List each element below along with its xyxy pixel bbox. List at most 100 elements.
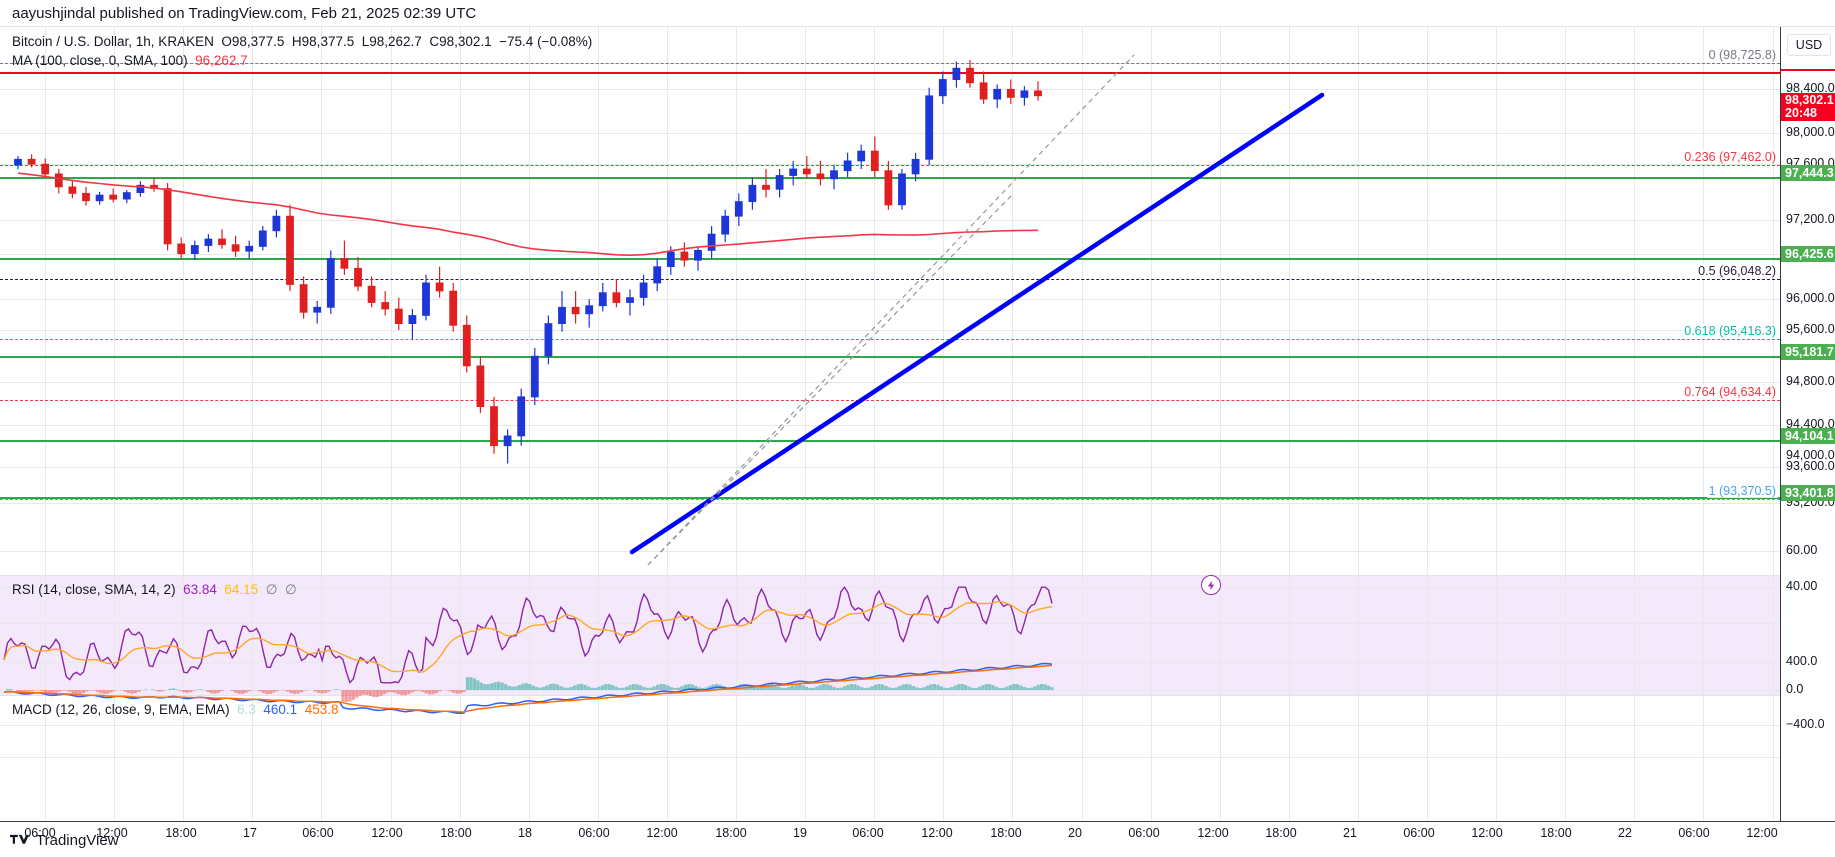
- currency-badge[interactable]: USD: [1787, 34, 1831, 56]
- time-tick-label: 06:00: [24, 826, 56, 840]
- time-tick-label: 12:00: [1471, 826, 1503, 840]
- price-tick-label: 94,400.0: [1786, 417, 1835, 431]
- fib-level-label: 0 (98,725.8): [1706, 48, 1778, 62]
- time-tick-label: 06:00: [1128, 826, 1160, 840]
- published-byline: aayushjindal published on TradingView.co…: [12, 5, 477, 22]
- fib-level-label: 0.5 (96,048.2): [1696, 264, 1778, 278]
- fib-retracement-line: [0, 279, 1780, 280]
- time-tick-label: 06:00: [852, 826, 884, 840]
- bolt-glyph: [1207, 580, 1214, 590]
- grid-line-vertical: [1357, 27, 1359, 822]
- price-tick-label: 96,000.0: [1786, 291, 1835, 305]
- support-resistance-line: [0, 356, 1780, 358]
- last-price-rule: [1781, 69, 1835, 71]
- time-tick-label: 17: [243, 826, 257, 840]
- tradingview-logo[interactable]: TradingView: [10, 832, 119, 849]
- grid-line-vertical: [597, 27, 599, 822]
- time-tick-label: 18:00: [1265, 826, 1297, 840]
- legend-rsi-value: 63.84: [183, 582, 217, 597]
- level-price-badge: 97,444.3: [1781, 165, 1835, 181]
- legend-open: O98,377.5: [221, 34, 285, 49]
- support-resistance-line: [0, 72, 1780, 74]
- time-tick-label: 12:00: [1746, 826, 1778, 840]
- grid-line-vertical: [528, 27, 530, 822]
- legend-rsi-upper-band: ∅: [265, 582, 278, 597]
- time-tick-label: 18:00: [1540, 826, 1572, 840]
- grid-line-horizontal: [0, 551, 1780, 552]
- time-tick-label: 19: [793, 826, 807, 840]
- grid-line-vertical: [1634, 27, 1636, 822]
- support-resistance-line: [0, 440, 1780, 442]
- time-tick-label: 06:00: [1403, 826, 1435, 840]
- grid-line-horizontal: [0, 254, 1780, 255]
- lightning-bolt-icon[interactable]: [1201, 575, 1221, 595]
- grid-line-horizontal: [0, 330, 1780, 331]
- time-tick-label: 21: [1343, 826, 1357, 840]
- fib-retracement-line: [0, 499, 1780, 500]
- legend-macd-line: 460.1: [263, 702, 298, 717]
- grid-line-horizontal: [0, 503, 1780, 504]
- level-price-badge: 95,181.7: [1781, 344, 1835, 360]
- grid-line-vertical: [321, 27, 323, 822]
- macd-pane[interactable]: [0, 695, 1780, 811]
- grid-line-horizontal: [0, 725, 1780, 726]
- grid-line-vertical: [114, 27, 116, 822]
- grid-line-vertical: [183, 27, 185, 822]
- legend-rsi-ma-value: 64.15: [224, 582, 259, 597]
- time-tick-label: 22: [1618, 826, 1632, 840]
- legend-rsi[interactable]: RSI (14, close, SMA, 14, 2) 63.84 64.15 …: [12, 582, 297, 598]
- price-axis[interactable]: USD 98,400.098,000.097,600.097,200.096,8…: [1780, 27, 1835, 822]
- grid-line-horizontal: [0, 690, 1780, 691]
- last-price-badge: 98,302.1 20:48: [1781, 93, 1835, 121]
- grid-line-horizontal: [0, 382, 1780, 383]
- price-tick-label: 95,600.0: [1786, 322, 1835, 336]
- support-resistance-line: [0, 258, 1780, 260]
- legend-symbol[interactable]: Bitcoin / U.S. Dollar, 1h, KRAKEN O98,37…: [12, 34, 592, 49]
- grid-line-horizontal: [0, 467, 1780, 468]
- last-price-value: 98,302.1: [1785, 93, 1834, 107]
- time-tick-label: 18:00: [165, 826, 197, 840]
- rsi-tick-label: 40.00: [1786, 579, 1818, 593]
- macd-tick-label: −400.0: [1786, 717, 1825, 731]
- legend-macd[interactable]: MACD (12, 26, close, 9, EMA, EMA) 6.3 46…: [12, 702, 338, 717]
- time-tick-label: 12:00: [371, 826, 403, 840]
- fib-level-label: 1 (93,370.5): [1706, 484, 1778, 498]
- price-tick-label: 93,600.0: [1786, 459, 1835, 473]
- price-tick-label: 97,200.0: [1786, 212, 1835, 226]
- legend-macd-hist: 6.3: [237, 702, 256, 717]
- legend-change: −75.4 (−0.08%): [499, 34, 593, 49]
- time-tick-label: 18:00: [715, 826, 747, 840]
- time-axis[interactable]: 06:00 12:00 18:00 17 06:00 12:00 18:00 18 06:00 1…: [0, 821, 1835, 845]
- tradingview-logo-icon: [10, 834, 29, 844]
- fib-retracement-line: [0, 339, 1780, 340]
- grid-line-horizontal: [0, 89, 1780, 90]
- time-tick-label: 12:00: [1197, 826, 1229, 840]
- price-tick-label: 94,800.0: [1786, 374, 1835, 388]
- time-tick-label: 12:00: [921, 826, 953, 840]
- price-tick-label: 98,400.0: [1786, 81, 1835, 95]
- grid-line-vertical: [1703, 27, 1705, 822]
- fib-level-label: 0.764 (94,634.4): [1682, 385, 1778, 399]
- grid-line-horizontal: [0, 299, 1780, 300]
- fib-retracement-line: [0, 165, 1780, 166]
- legend-ma-value: 96,262.7: [195, 53, 248, 68]
- legend-moving-average[interactable]: MA (100, close, 0, SMA, 100) 96,262.7: [12, 53, 248, 68]
- legend-macd-title: MACD (12, 26, close, 9, EMA, EMA): [12, 702, 230, 717]
- pane-separator: [0, 575, 1780, 576]
- fib-retracement-line: [0, 400, 1780, 401]
- pane-separator: [0, 695, 1780, 696]
- time-tick-label: 06:00: [1678, 826, 1710, 840]
- price-tick-label: 98,000.0: [1786, 125, 1835, 139]
- macd-tick-label: 0.0: [1786, 682, 1804, 696]
- grid-line-horizontal: [0, 623, 1780, 624]
- grid-line-vertical: [390, 27, 392, 822]
- legend-low: L98,262.7: [361, 34, 422, 49]
- support-resistance-line: [0, 177, 1780, 179]
- grid-line-vertical: [459, 27, 461, 822]
- fib-level-label: 0.618 (95,416.3): [1682, 324, 1778, 338]
- price-pane[interactable]: [0, 27, 1780, 575]
- legend-close: C98,302.1: [429, 34, 492, 49]
- rsi-tick-label: 60.00: [1786, 543, 1818, 557]
- level-price-badge: 93,401.8: [1781, 485, 1835, 501]
